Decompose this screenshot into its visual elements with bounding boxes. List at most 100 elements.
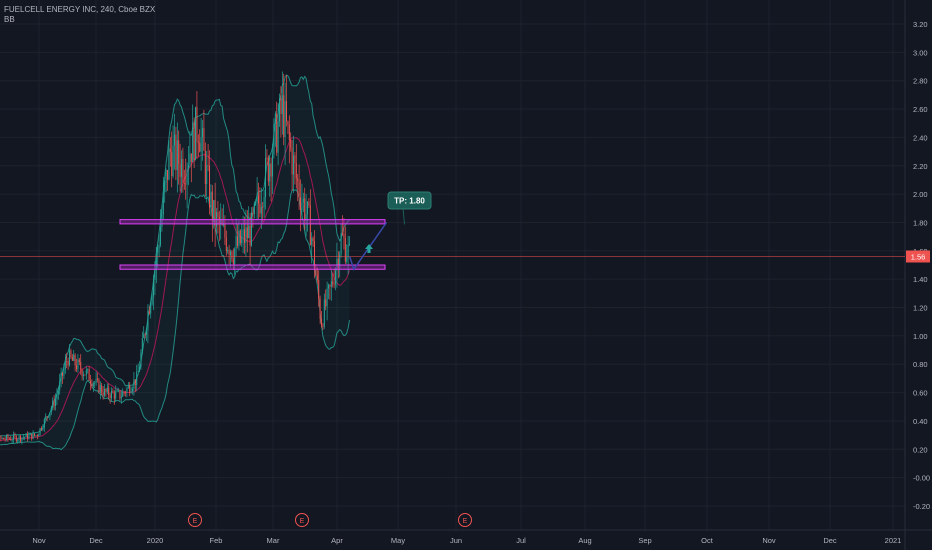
candle-body — [140, 352, 142, 367]
candle-body — [38, 434, 40, 437]
candle — [332, 273, 334, 288]
time-tick-label: Apr — [331, 536, 343, 545]
candle — [98, 377, 100, 394]
candle — [302, 192, 304, 213]
callout-leader — [402, 207, 406, 225]
candle — [287, 120, 289, 134]
candle-body — [308, 201, 310, 206]
candle — [42, 424, 44, 432]
candle-body — [280, 98, 282, 114]
candle-body — [202, 128, 204, 138]
candle — [270, 157, 272, 202]
candle-body — [323, 299, 325, 327]
candle-body — [52, 400, 54, 409]
candle-body — [167, 170, 169, 180]
candle — [122, 388, 124, 398]
candle — [95, 371, 97, 386]
candle — [66, 352, 68, 369]
candle-body — [267, 158, 269, 182]
candle-body — [213, 200, 215, 223]
candle-body — [273, 124, 275, 155]
candle-body — [217, 212, 219, 217]
candle-body — [230, 251, 232, 255]
candle-body — [263, 197, 265, 208]
time-tick-label: Jun — [450, 536, 462, 545]
candle-body — [92, 383, 94, 387]
candle-body — [207, 165, 209, 166]
candle — [106, 383, 108, 395]
candle — [339, 251, 341, 278]
candle-body — [189, 153, 191, 165]
candle — [21, 437, 23, 445]
time-tick-label: Aug — [578, 536, 591, 545]
candle-body — [111, 390, 113, 399]
candle — [97, 372, 99, 383]
candle-body — [42, 427, 44, 430]
candle — [237, 224, 239, 249]
candle-body — [90, 380, 92, 384]
candle — [35, 435, 37, 437]
candle — [28, 431, 30, 440]
candle-body — [143, 334, 145, 338]
candle-body — [119, 390, 121, 399]
candle — [319, 295, 321, 324]
candle-body — [171, 152, 173, 177]
candle-body — [81, 369, 83, 377]
candle — [267, 155, 269, 186]
candle — [148, 306, 150, 315]
time-axis: Nov Dec 2020 Feb Mar Apr May Jun Jul Aug Sep Oct Nov… — [32, 536, 901, 545]
bb-lower-band — [0, 189, 350, 451]
candle-body — [164, 182, 166, 193]
candle — [164, 180, 166, 203]
candle — [62, 372, 64, 384]
bb-basis — [0, 137, 350, 441]
candle-body — [91, 383, 93, 387]
candle — [160, 209, 162, 248]
candle — [49, 411, 51, 421]
candle-body — [0, 436, 2, 439]
candle-body — [109, 395, 111, 399]
bb-fill — [0, 75, 350, 450]
earnings-marker-label: E — [300, 518, 305, 525]
candle — [232, 248, 234, 270]
earnings-marker-label: E — [193, 518, 198, 525]
candle-body — [333, 283, 335, 285]
candle — [4, 436, 6, 442]
candle-body — [300, 197, 302, 210]
candle-body — [199, 143, 201, 152]
candle-body — [294, 155, 296, 164]
candle — [256, 177, 258, 220]
candle — [165, 168, 167, 193]
candle — [281, 71, 283, 135]
candle — [217, 200, 219, 234]
candle — [18, 434, 20, 444]
candle — [196, 91, 198, 159]
candle-body — [181, 159, 183, 177]
candle-body — [262, 206, 264, 208]
candle-body — [21, 437, 23, 441]
candle-body — [126, 388, 128, 393]
candle — [291, 139, 293, 191]
candle — [280, 86, 282, 138]
candle-body — [329, 285, 331, 287]
candle — [262, 201, 264, 222]
candle-body — [43, 418, 45, 428]
candle-body — [241, 236, 243, 244]
time-tick-label: Dec — [823, 536, 837, 545]
candle-body — [146, 330, 148, 335]
indicator-label[interactable]: BB — [4, 15, 15, 24]
candle — [134, 379, 136, 392]
candle-body — [325, 299, 327, 307]
candle-body — [346, 257, 348, 262]
candle-body — [287, 121, 289, 125]
candle-body — [115, 391, 117, 399]
candle-body — [129, 385, 131, 393]
candle — [31, 433, 33, 441]
candle-body — [13, 434, 15, 440]
candle-body — [69, 350, 71, 366]
candle-body — [214, 200, 216, 227]
candle — [192, 104, 194, 163]
